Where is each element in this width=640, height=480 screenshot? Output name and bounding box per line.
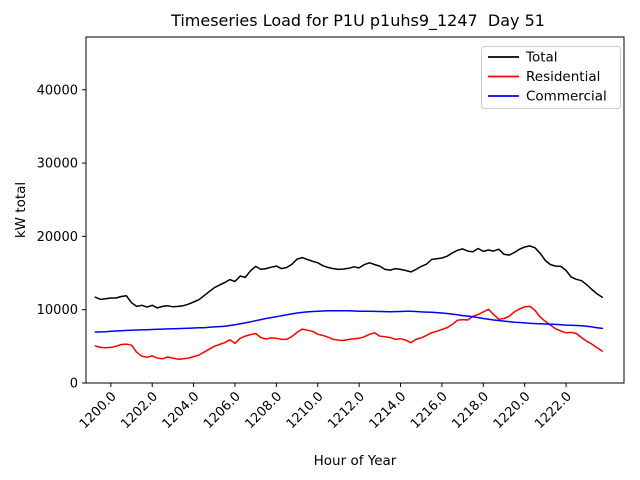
legend: Total Residential Commercial [481, 46, 621, 109]
series-lines [94, 245, 604, 360]
chart-title: Timeseries Load for P1U p1uhs9_1247 Day … [170, 11, 545, 31]
y-tick-label: 40000 [37, 83, 78, 98]
x-axis-label: Hour of Year [314, 453, 397, 469]
y-tick-label: 0 [70, 377, 78, 392]
y-tick-label: 30000 [37, 157, 78, 172]
legend-label-residential: Residential [526, 69, 600, 85]
y-tick-label: 20000 [37, 230, 78, 245]
y-axis-label: kW total [13, 182, 29, 238]
legend-label-total: Total [525, 50, 558, 66]
series-line-residential [94, 305, 604, 360]
y-tick-label: 10000 [37, 303, 78, 318]
legend-label-commercial: Commercial [526, 89, 607, 105]
legend-box [481, 46, 621, 109]
series-line-commercial [94, 310, 604, 333]
y-axis-ticks: 0 10000 20000 30000 40000 [37, 83, 86, 392]
series-line-total [94, 245, 604, 309]
axes-spines [85, 36, 625, 384]
